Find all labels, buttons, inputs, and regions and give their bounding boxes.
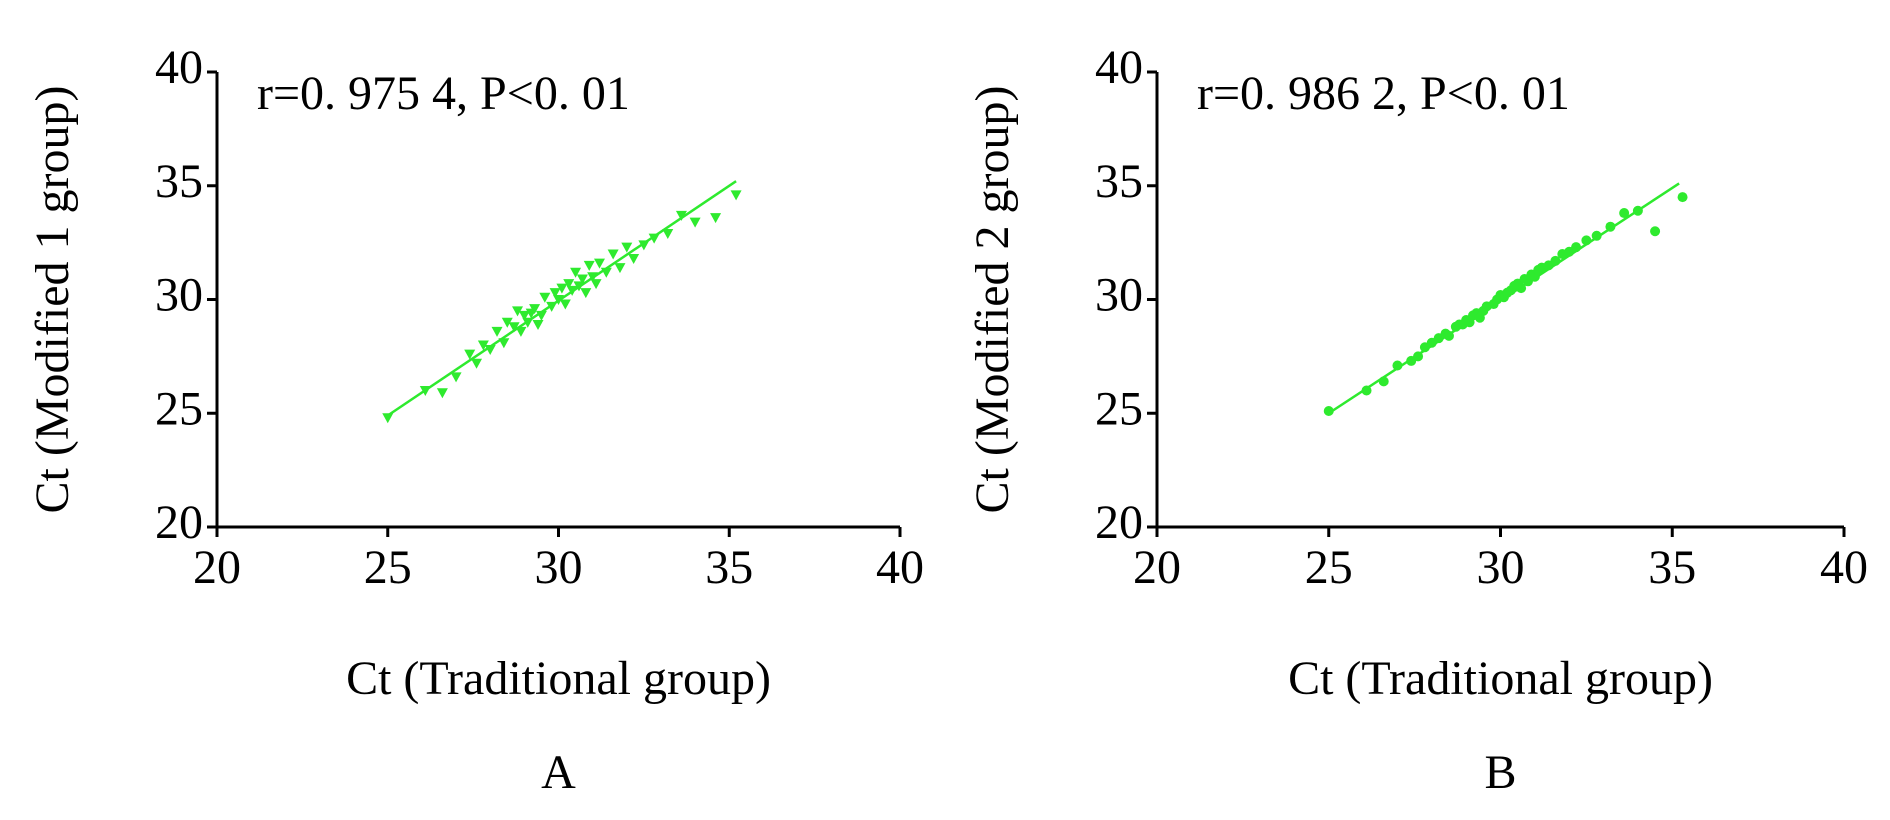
y-axis-label: Ct (Modified 2 group) xyxy=(966,86,1019,514)
panel-label: A xyxy=(541,746,576,799)
y-tick-label: 40 xyxy=(155,41,203,94)
point xyxy=(529,304,541,315)
y-tick-label: 20 xyxy=(1095,496,1143,549)
point xyxy=(1443,330,1454,341)
point xyxy=(477,340,489,351)
point xyxy=(730,190,742,201)
point xyxy=(498,338,510,349)
point xyxy=(419,386,431,396)
x-tick-label: 30 xyxy=(1477,541,1525,594)
y-tick-label: 35 xyxy=(1095,155,1143,208)
point xyxy=(621,242,633,253)
point xyxy=(590,279,602,290)
y-tick-label: 25 xyxy=(155,382,203,435)
y-axis-label: Ct (Modified 1 group) xyxy=(26,86,79,514)
point xyxy=(501,317,513,328)
point xyxy=(580,288,592,299)
x-axis-label: Ct (Traditional group) xyxy=(1288,652,1713,705)
x-tick-label: 25 xyxy=(364,541,412,594)
point xyxy=(559,299,571,310)
y-tick-label: 40 xyxy=(1095,41,1143,94)
point xyxy=(532,320,544,331)
point xyxy=(1605,221,1616,232)
point xyxy=(512,306,524,317)
point xyxy=(436,388,448,399)
point xyxy=(549,288,561,299)
point xyxy=(491,326,503,337)
annotation: r=0. 975 4, P<0. 01 xyxy=(257,67,630,120)
point xyxy=(1591,230,1602,241)
point xyxy=(628,254,640,265)
point xyxy=(1361,385,1372,396)
point xyxy=(710,213,722,224)
point xyxy=(1581,235,1592,246)
y-tick-label: 35 xyxy=(155,155,203,208)
point xyxy=(570,267,582,278)
point xyxy=(546,301,558,312)
panel-label: B xyxy=(1484,746,1516,799)
x-tick-label: 40 xyxy=(1820,541,1868,594)
point xyxy=(1378,376,1389,387)
point xyxy=(1619,208,1630,219)
point xyxy=(1516,283,1527,294)
y-tick-label: 25 xyxy=(1095,382,1143,435)
x-tick-label: 35 xyxy=(705,541,753,594)
point xyxy=(638,240,650,251)
point xyxy=(614,263,626,274)
point xyxy=(553,295,564,305)
point xyxy=(464,349,476,360)
point xyxy=(607,249,619,260)
point xyxy=(1571,242,1582,253)
x-tick-label: 20 xyxy=(193,541,241,594)
x-tick-label: 40 xyxy=(876,541,924,594)
point xyxy=(583,260,595,271)
point xyxy=(587,272,599,283)
point xyxy=(382,413,394,424)
point xyxy=(508,322,520,333)
x-tick-label: 25 xyxy=(1305,541,1353,594)
point xyxy=(593,258,605,269)
point xyxy=(576,274,588,285)
point xyxy=(563,279,575,290)
x-tick-label: 30 xyxy=(535,541,583,594)
point xyxy=(648,233,660,244)
point xyxy=(556,283,568,294)
point xyxy=(1550,255,1561,266)
point xyxy=(522,317,534,328)
point xyxy=(471,358,483,369)
point xyxy=(689,217,701,228)
annotation: r=0. 986 2, P<0. 01 xyxy=(1197,67,1570,120)
point xyxy=(1392,360,1403,371)
point xyxy=(1413,351,1424,362)
point xyxy=(566,285,578,296)
x-tick-label: 20 xyxy=(1133,541,1181,594)
y-tick-label: 20 xyxy=(155,496,203,549)
point xyxy=(675,210,687,221)
point xyxy=(539,292,551,303)
y-tick-label: 30 xyxy=(155,269,203,322)
point xyxy=(662,229,674,240)
point xyxy=(484,345,496,356)
point xyxy=(1650,226,1661,237)
point xyxy=(600,267,612,278)
x-axis-label: Ct (Traditional group) xyxy=(346,652,771,705)
point xyxy=(518,310,530,321)
x-tick-label: 35 xyxy=(1648,541,1696,594)
point xyxy=(1323,405,1334,416)
point xyxy=(515,326,527,337)
point xyxy=(573,281,585,292)
point xyxy=(450,372,462,383)
y-tick-label: 30 xyxy=(1095,269,1143,322)
point xyxy=(1632,205,1643,216)
point xyxy=(1677,192,1688,203)
point xyxy=(535,310,547,321)
